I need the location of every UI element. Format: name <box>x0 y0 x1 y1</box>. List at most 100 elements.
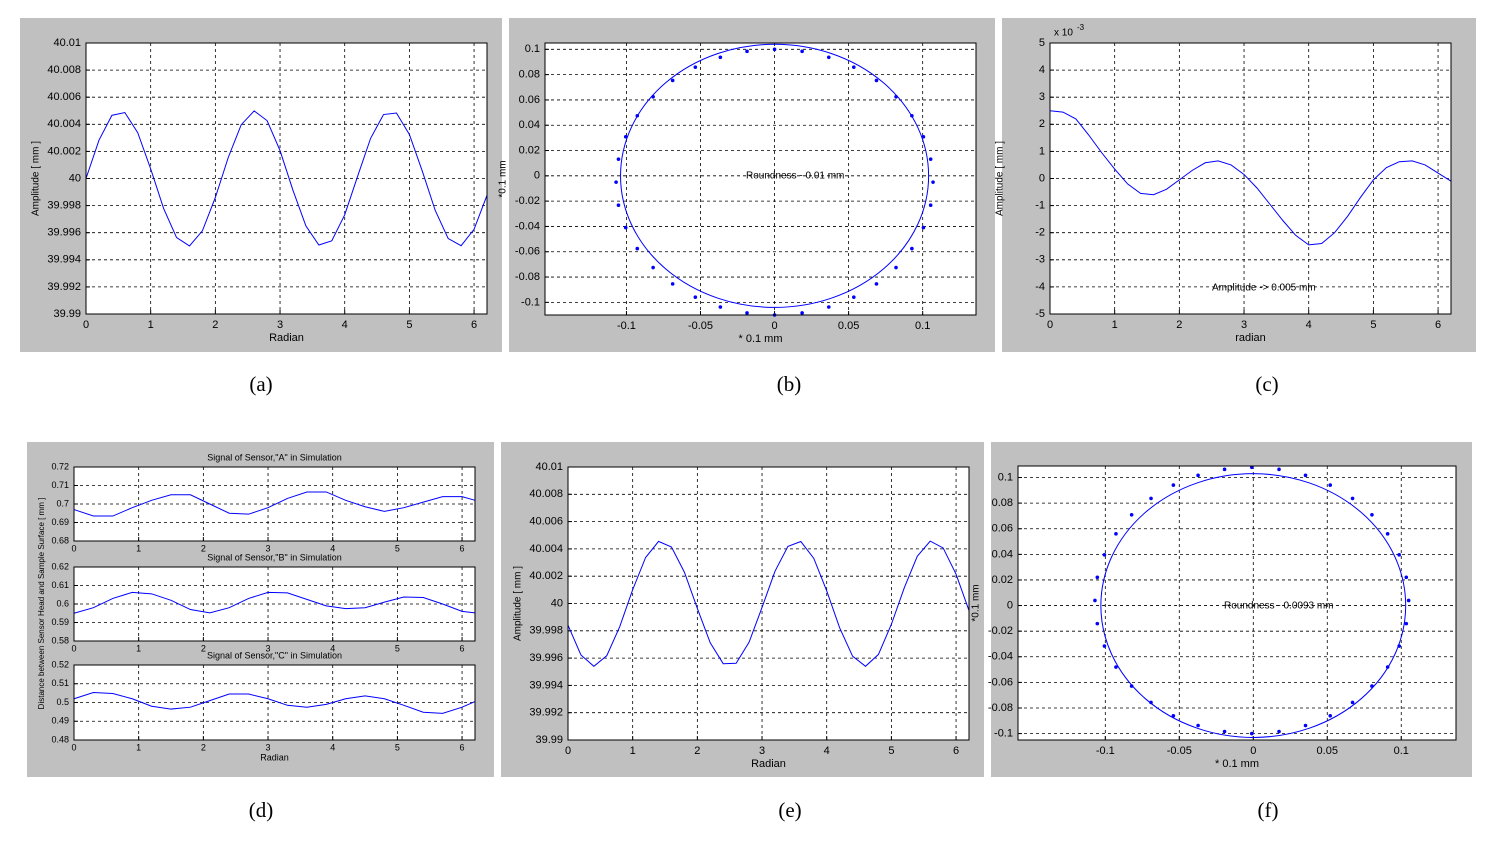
x-tick-label: 2 <box>201 543 206 553</box>
measured-point <box>745 49 749 54</box>
y-tick-label: -0.1 <box>521 296 540 308</box>
y-tick-label: 0.5 <box>56 697 69 707</box>
x-tick-label: 0 <box>71 742 76 752</box>
data-line <box>85 110 488 247</box>
y-tick-label: -0.06 <box>515 246 540 258</box>
x-tick-label: 5 <box>395 742 400 752</box>
x-tick-label: 5 <box>406 319 412 331</box>
measured-point <box>1129 684 1134 688</box>
axes-frame <box>1017 465 1457 741</box>
subplot-title: Signal of Sensor,"B" in Simulation <box>207 552 341 562</box>
axes-frame <box>567 466 970 741</box>
y-tick-label: 0.49 <box>51 716 69 726</box>
measured-point <box>1385 665 1390 669</box>
x-tick-label: 2 <box>1176 319 1182 331</box>
annotation: Amplitude -> 0.005 mm <box>1212 283 1316 294</box>
y-tick-label: 40.006 <box>529 516 563 528</box>
x-tick-label: 2 <box>201 643 206 653</box>
axes-frame <box>1049 42 1452 315</box>
data-line <box>73 692 476 714</box>
y-tick-label: -0.04 <box>988 651 1013 663</box>
plot-area <box>1018 466 1456 740</box>
measured-point <box>1370 512 1374 517</box>
x-tick-label: 6 <box>1435 319 1441 331</box>
y-tick-label: 0.69 <box>51 517 69 527</box>
y-tick-label: -0.08 <box>515 271 540 283</box>
y-tick-label: 0.04 <box>519 119 540 131</box>
caption: (d) <box>249 798 274 822</box>
measured-point <box>1095 621 1100 626</box>
measured-point <box>718 305 723 309</box>
x-tick-label: 0 <box>1047 319 1053 331</box>
measured-point <box>910 246 914 251</box>
measured-point <box>800 311 804 315</box>
y-tick-label: 40.002 <box>529 570 563 582</box>
measured-point <box>1350 700 1355 705</box>
y-tick-label: 2 <box>1039 118 1045 130</box>
y-tick-label: 39.996 <box>47 227 81 239</box>
caption: (f) <box>1258 798 1279 822</box>
measured-point <box>910 113 914 118</box>
x-tick-label: 1 <box>136 643 141 653</box>
y-tick-label: 0.62 <box>51 561 69 571</box>
measured-point <box>1406 598 1411 603</box>
measured-point <box>670 78 675 83</box>
measured-point <box>1303 723 1308 728</box>
measured-point <box>1222 729 1227 734</box>
y-tick-label: 0.72 <box>51 461 69 471</box>
measured-point <box>800 49 804 54</box>
x-tick-label: 0 <box>565 745 571 757</box>
y-tick-label: 0.52 <box>51 659 69 669</box>
y-tick-label: 40 <box>69 172 81 184</box>
caption: (b) <box>777 372 802 396</box>
axes-frame <box>73 664 476 741</box>
data-line <box>73 491 476 517</box>
measured-point <box>614 180 618 184</box>
measured-point <box>745 311 749 315</box>
y-tick-label: -0.02 <box>988 625 1013 637</box>
y-tick-label: 40.006 <box>47 91 81 103</box>
x-tick-label: 1 <box>1112 319 1118 331</box>
fitted-circle <box>620 43 930 308</box>
measured-point <box>1196 723 1200 728</box>
y-tick-label: 0.06 <box>519 94 540 106</box>
y-tick-label: 39.99 <box>53 308 81 320</box>
measured-point <box>635 113 640 118</box>
measured-point <box>651 94 655 99</box>
y-tick-label: 0.71 <box>51 480 69 490</box>
x-tick-label: 0 <box>1250 745 1256 757</box>
measured-point <box>693 295 698 299</box>
data-line <box>1049 110 1452 246</box>
y-tick-label: 0.48 <box>51 734 69 744</box>
y-tick-label: 40.01 <box>53 37 81 49</box>
x-tick-label: 4 <box>824 745 830 757</box>
x-tick-label: 0.1 <box>1394 745 1409 757</box>
y-tick-label: 40.01 <box>535 461 563 473</box>
measured-point <box>1397 644 1401 648</box>
axes-frame <box>85 42 488 315</box>
measured-point <box>1249 731 1254 736</box>
x-tick-label: 3 <box>266 742 271 752</box>
y-tick-label: 1 <box>1039 145 1045 157</box>
measured-point <box>616 203 621 207</box>
measured-point <box>852 295 856 299</box>
y-tick-label: 0.08 <box>519 69 540 81</box>
y-tick-label: -0.02 <box>515 195 540 207</box>
caption: (e) <box>778 798 801 822</box>
y-tick-label: 0.59 <box>51 617 69 627</box>
measured-point <box>1397 553 1401 557</box>
x-tick-label: 5 <box>395 543 400 553</box>
measured-point <box>1102 553 1107 557</box>
y-tick-label: 0.06 <box>992 523 1013 535</box>
measured-point <box>1328 483 1333 487</box>
measured-point <box>693 65 698 69</box>
measured-point <box>1093 598 1097 603</box>
y-tick-label: 40.002 <box>47 145 81 157</box>
y-tick-label: 0.04 <box>992 548 1013 560</box>
y-tick-label: -5 <box>1035 308 1045 320</box>
y-tick-label: 0.02 <box>992 574 1013 586</box>
y-tick-label: 0.7 <box>56 498 69 508</box>
x-tick-label: 6 <box>460 543 465 553</box>
